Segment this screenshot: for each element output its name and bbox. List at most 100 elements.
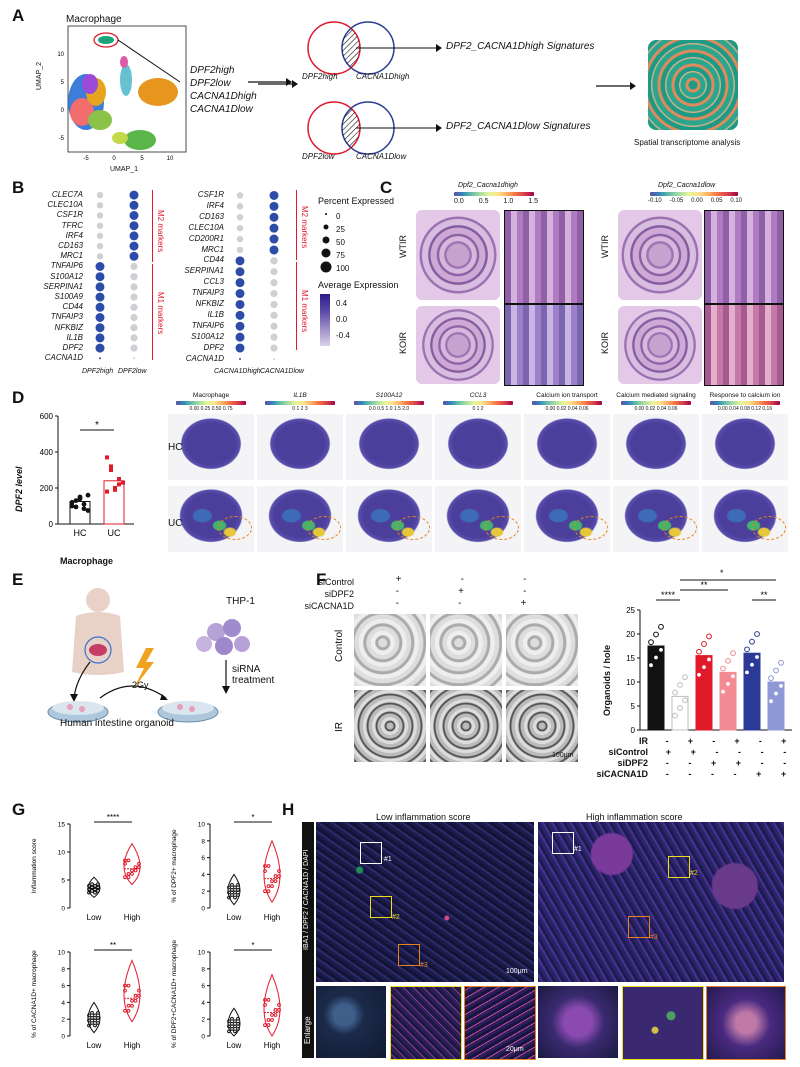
h-low-box-1-label: #1 — [384, 856, 392, 863]
violin-high — [123, 842, 141, 886]
point — [236, 1016, 240, 1021]
point — [236, 893, 240, 897]
map-colorbar — [621, 401, 691, 405]
point — [266, 1023, 271, 1027]
point — [93, 887, 97, 892]
row-control: Control — [334, 629, 345, 662]
bar — [671, 695, 689, 731]
panel-label-f: F — [316, 570, 327, 589]
point — [123, 1008, 127, 1013]
map-title: Macrophage — [192, 392, 230, 399]
point — [266, 889, 271, 894]
umap-xtick: 10 — [167, 156, 174, 162]
dotplot-left-x2: DPF2low — [118, 368, 147, 375]
gene-label: S100A9 — [54, 292, 83, 302]
dot — [96, 191, 104, 199]
organoid-schematic — [47, 588, 250, 723]
map-title: Calcium mediated signaling — [616, 392, 696, 399]
y-tick: 15 — [58, 822, 66, 829]
sign: - — [688, 769, 692, 779]
sign: - — [733, 769, 737, 779]
point — [130, 1003, 134, 1008]
signature-high: DPF2_CACNA1Dhigh Signatures — [446, 41, 595, 52]
sign: - — [665, 736, 669, 746]
point — [123, 861, 127, 866]
tick: 1.0 — [503, 198, 514, 205]
spatial-map-hc — [435, 414, 521, 480]
tick: 0.5 — [478, 198, 489, 205]
c-colorbar-high — [454, 192, 534, 196]
organoid-img-control-sidpf2 — [430, 614, 502, 686]
h-low-box-1 — [360, 842, 382, 864]
dot — [130, 334, 138, 342]
point — [233, 1029, 237, 1034]
map-title: Response to calcium ion — [709, 392, 781, 399]
h-low-box-2 — [370, 896, 392, 918]
dot — [95, 323, 105, 333]
venn-high-right: CACNA1Dhigh — [356, 72, 410, 81]
wtir-zoom-low — [704, 210, 784, 304]
tick: -0.05 — [669, 198, 684, 204]
dot — [130, 313, 138, 322]
point — [113, 487, 117, 492]
point — [263, 864, 267, 868]
h-high-box-3 — [628, 916, 650, 938]
point — [277, 1003, 281, 1007]
point — [236, 883, 240, 887]
c-colorbar-low — [650, 192, 738, 196]
gene-label: CCL3 — [203, 277, 224, 287]
point — [749, 638, 755, 645]
row-wtir: WTIR — [600, 235, 610, 258]
spatial-map-hc — [613, 414, 699, 480]
y-tick: 4 — [61, 1000, 65, 1007]
gene-label: MRC1 — [60, 251, 83, 261]
point — [93, 1023, 97, 1028]
dot — [270, 289, 278, 298]
y-tick: 200 — [40, 484, 54, 493]
point — [137, 988, 141, 993]
point — [266, 884, 271, 889]
y-tick: 600 — [40, 412, 54, 421]
condition-label: siDPF2 — [324, 589, 354, 599]
gene-label: TNFAIP6 — [191, 320, 224, 330]
point — [133, 865, 138, 870]
panel-label-e: E — [12, 570, 24, 589]
y-tick: 6 — [201, 855, 205, 862]
tick: 0.05 — [710, 198, 723, 204]
y-tick: 8 — [201, 966, 205, 973]
h-high-box-3-label: #3 — [650, 934, 658, 941]
dot — [269, 223, 279, 233]
point — [227, 1019, 231, 1024]
signature-low: DPF2_CACNA1Dlow Signatures — [446, 121, 591, 132]
dot — [130, 273, 138, 281]
point — [720, 688, 726, 695]
dot — [269, 190, 279, 200]
dotplot-right-x1: CACNA1Dhigh — [214, 368, 261, 375]
dot — [95, 302, 105, 312]
venn-diagrams — [307, 21, 442, 155]
point — [701, 641, 707, 647]
f-conditions: siControl siDPF2 siCACNA1D — [268, 576, 354, 612]
dot — [236, 235, 244, 243]
dot — [239, 357, 241, 360]
macrophage-label: Macrophage — [66, 14, 122, 25]
point — [749, 661, 755, 668]
sign: + — [520, 598, 527, 609]
m2-bracket — [296, 190, 297, 260]
m2-bracket — [152, 190, 153, 262]
dot — [236, 192, 244, 199]
bar — [719, 671, 737, 731]
point — [85, 492, 91, 498]
percent-legend-title: Percent Expressed — [318, 196, 395, 206]
sign: - — [523, 586, 527, 597]
point — [130, 998, 134, 1003]
tick: 0.10 — [730, 198, 742, 204]
panel-label-a: A — [12, 6, 25, 25]
dot — [236, 214, 244, 221]
dot — [96, 253, 104, 260]
point — [277, 1008, 281, 1012]
point — [263, 997, 267, 1002]
gene-label: CD200R1 — [188, 233, 224, 243]
point — [744, 646, 750, 653]
h-enlarge-high-3 — [706, 986, 786, 1060]
